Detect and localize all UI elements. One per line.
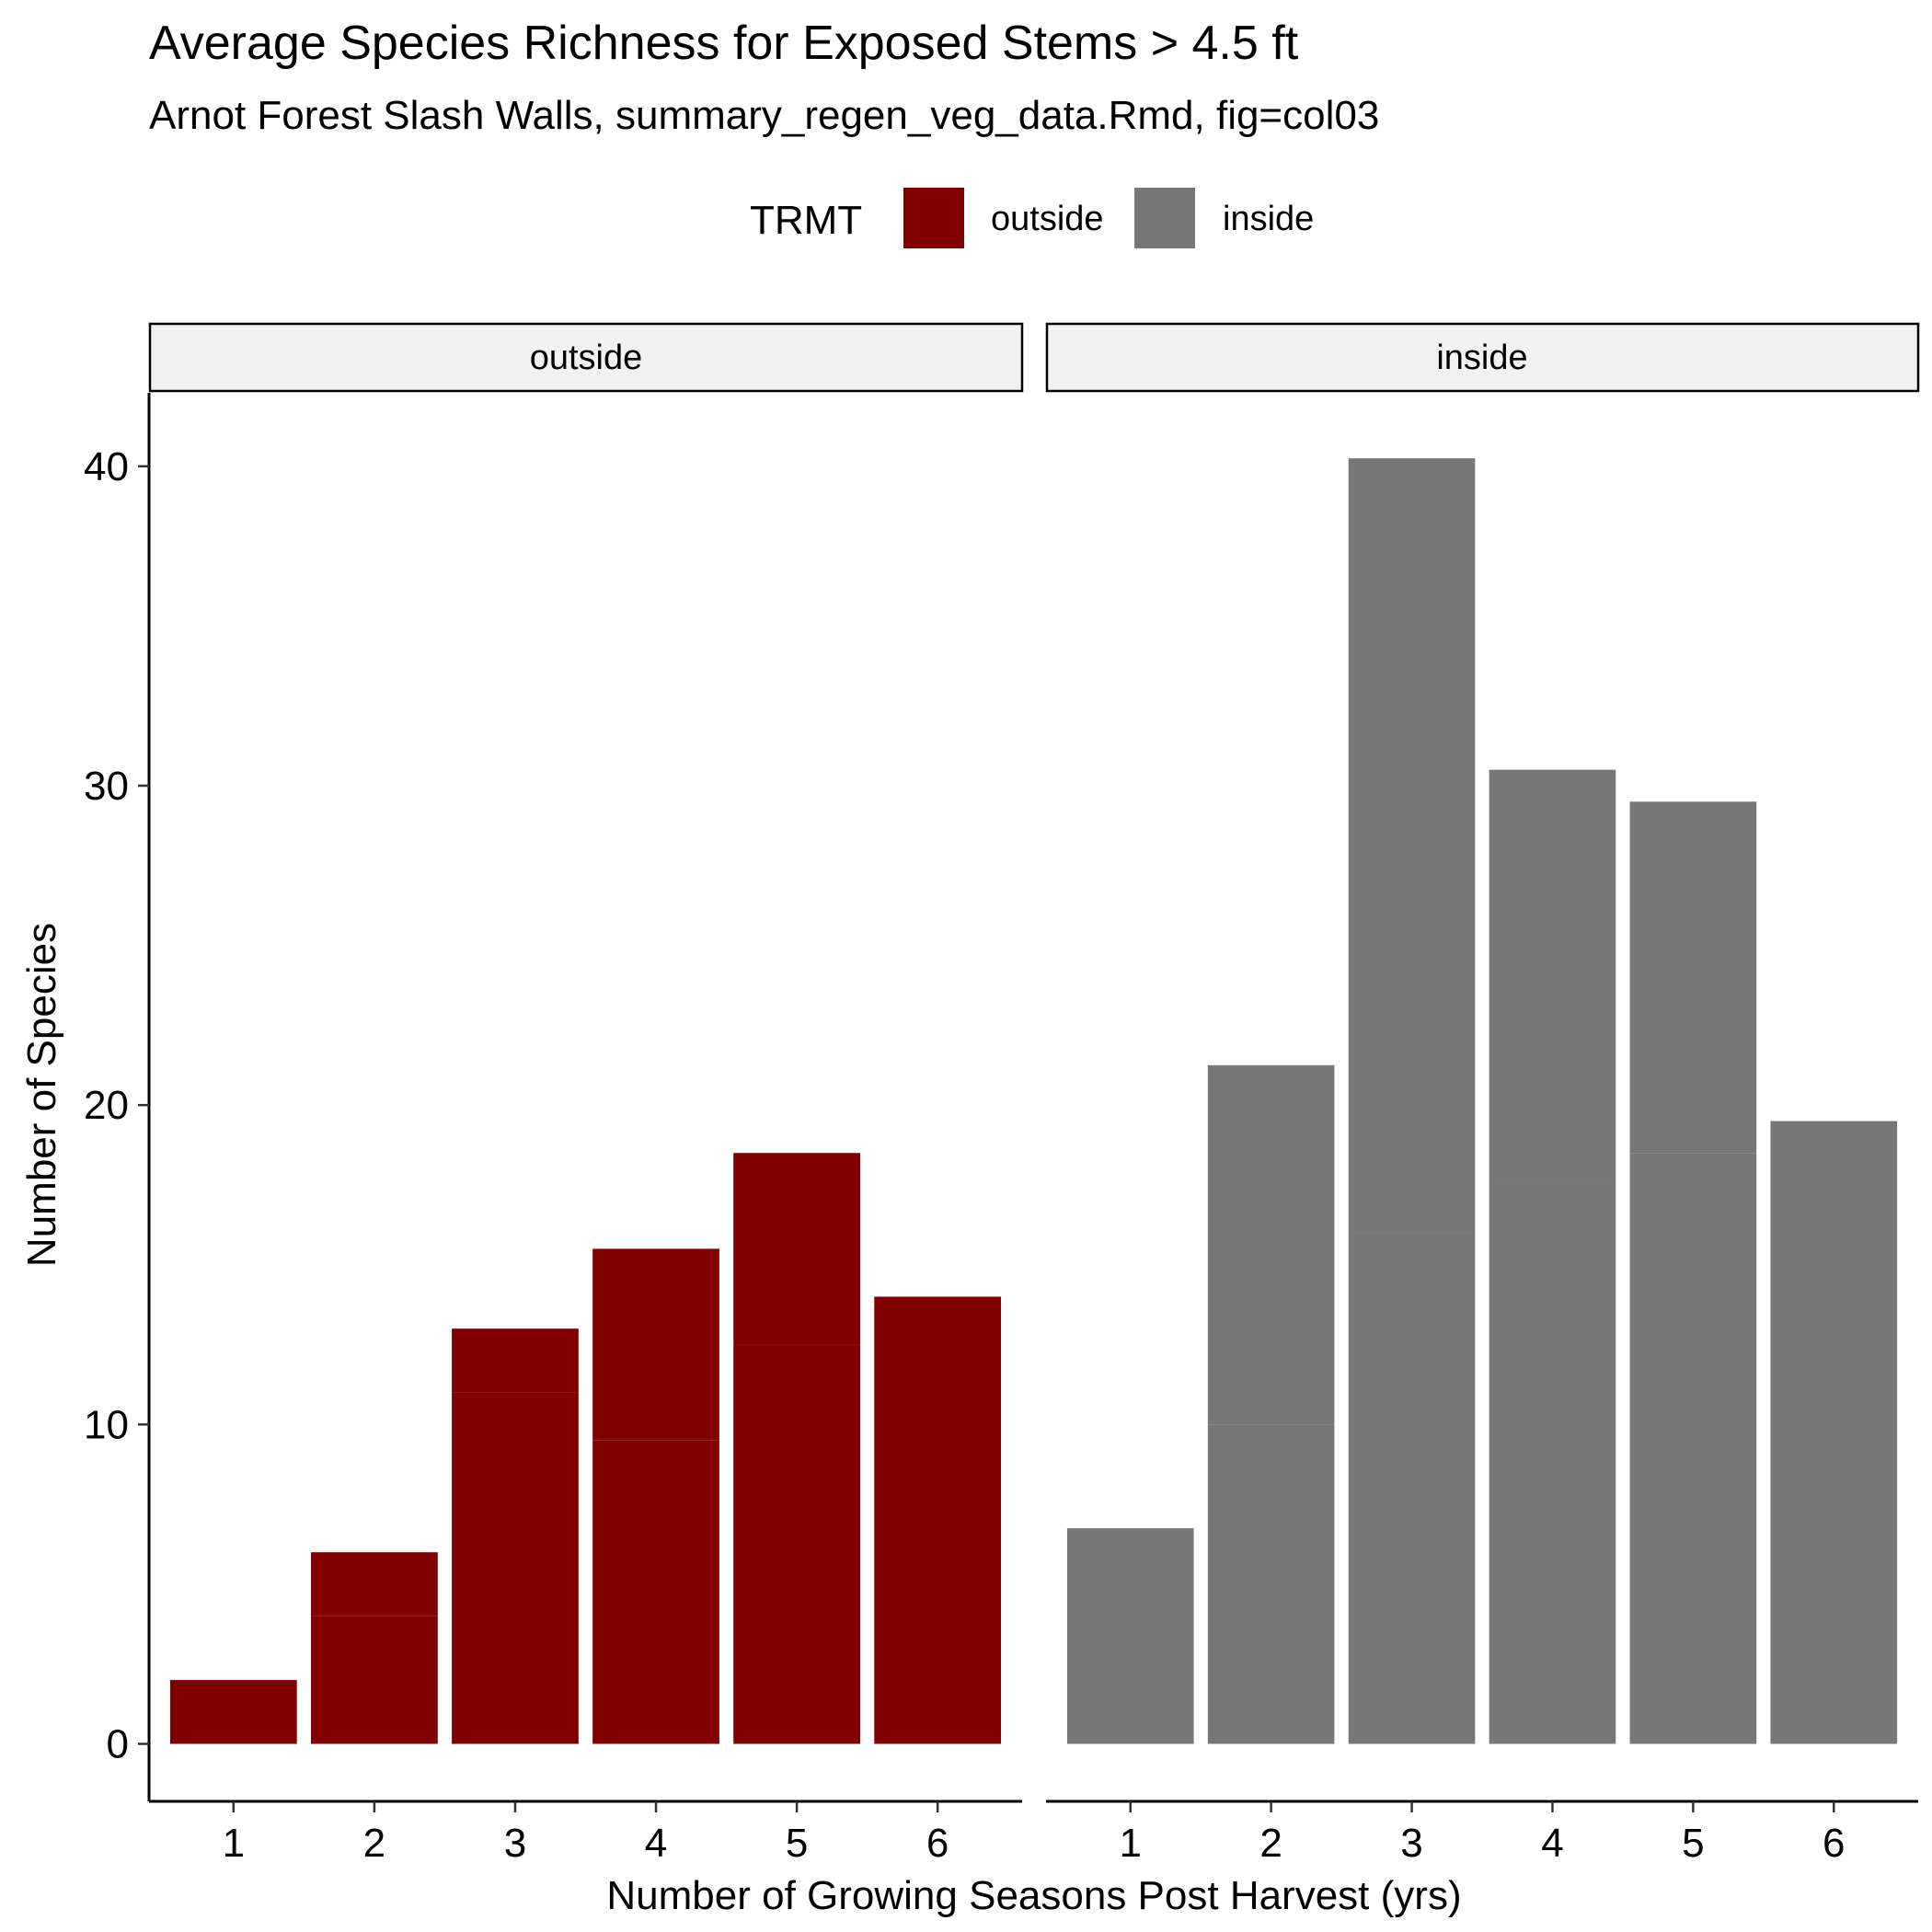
x-tick-label: 3 [1400,1821,1422,1866]
bars-inside [1066,458,1898,1744]
y-tick-label: 20 [84,1083,129,1128]
x-axis-label: Number of Growing Seasons Post Harvest (… [606,1873,1461,1918]
x-tick-label: 3 [504,1821,526,1866]
legend-title: TRMT [750,198,862,243]
y-tick-label: 30 [84,764,129,809]
bar-inside-5-segment-1 [1629,1153,1757,1744]
facet-inside: inside 1 2 3 4 5 6 [1045,322,1920,1866]
facet-strip-inside [1045,322,1920,393]
y-tick-label: 10 [84,1402,129,1447]
x-tick-label: 4 [1541,1821,1563,1866]
bar-outside-6-segment-1 [874,1296,1002,1744]
bar-outside-3-segment-2 [452,1328,579,1393]
x-tick-label: 2 [1259,1821,1282,1866]
legend-key-outside [903,188,964,248]
bar-outside-5-segment-2 [733,1153,860,1345]
x-ticks-outside: 1 2 3 4 5 6 [223,1801,949,1866]
chart-title: Average Species Richness for Exposed Ste… [149,17,1299,70]
facet-strip-outside [148,322,1024,393]
bar-inside-2-segment-1 [1207,1424,1335,1744]
y-tick-label: 0 [107,1722,129,1767]
x-tick-label: 1 [223,1821,245,1866]
bar-inside-3-segment-2 [1348,458,1476,1234]
chart-subtitle: Arnot Forest Slash Walls, summary_regen_… [149,93,1379,138]
legend: TRMT outside inside [750,188,1314,248]
x-tick-label: 5 [1682,1821,1704,1866]
bar-inside-1-segment-1 [1066,1528,1194,1744]
bar-outside-5-segment-1 [733,1344,860,1744]
facet-outside: outside 1 2 3 4 5 6 [147,322,1024,1866]
bar-inside-4-segment-1 [1489,1184,1616,1744]
legend-label-inside: inside [1223,200,1314,238]
legend-label-outside: outside [991,200,1104,238]
bar-inside-2-segment-2 [1207,1064,1335,1425]
x-tick-label: 1 [1119,1821,1141,1866]
bar-outside-4-segment-1 [592,1440,719,1744]
bar-outside-3-segment-1 [452,1392,579,1744]
bar-outside-1-segment-1 [169,1680,297,1744]
legend-key-inside [1134,188,1195,248]
x-tick-label: 6 [926,1821,949,1866]
y-axis-label: Number of Species [19,923,64,1267]
bars-outside [169,1153,1002,1744]
x-tick-label: 2 [363,1821,385,1866]
bar-inside-3-segment-1 [1348,1233,1476,1744]
bar-inside-5-segment-2 [1629,801,1757,1154]
x-tick-label: 6 [1823,1821,1845,1866]
bar-outside-4-segment-2 [592,1248,719,1441]
x-ticks-inside: 1 2 3 4 5 6 [1119,1801,1846,1866]
y-tick-label: 40 [84,444,129,489]
bar-inside-6-segment-1 [1770,1121,1898,1744]
bar-inside-4-segment-2 [1489,769,1616,1185]
facet-strip-label-outside: outside [530,339,643,377]
x-tick-label: 5 [786,1821,808,1866]
facet-strip-label-inside: inside [1436,339,1527,377]
bar-outside-2-segment-1 [311,1616,438,1744]
bar-outside-2-segment-2 [311,1552,438,1616]
y-ticks: 0 10 20 30 40 [84,444,149,1767]
x-tick-label: 4 [645,1821,667,1866]
